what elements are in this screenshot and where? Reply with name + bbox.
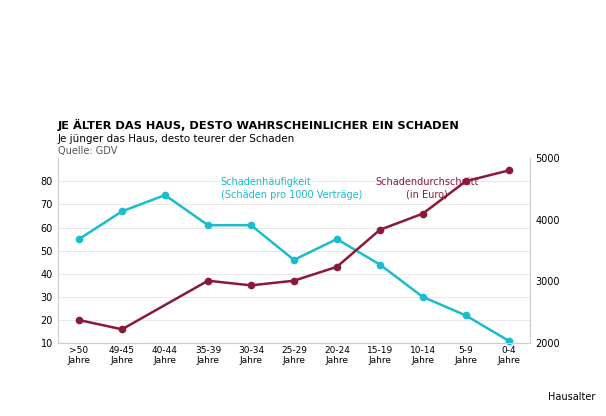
Text: JE ÄLTER DAS HAUS, DESTO WAHRSCHEINLICHER EIN SCHADEN: JE ÄLTER DAS HAUS, DESTO WAHRSCHEINLICHE… xyxy=(58,119,459,131)
Text: Quelle: GDV: Quelle: GDV xyxy=(58,146,117,156)
Text: Schadenhäufigkeit
(Schäden pro 1000 Verträge): Schadenhäufigkeit (Schäden pro 1000 Vert… xyxy=(221,176,362,200)
Text: Je jünger das Haus, desto teurer der Schaden: Je jünger das Haus, desto teurer der Sch… xyxy=(58,134,295,144)
Text: Hausalter: Hausalter xyxy=(548,392,596,402)
Text: Schadendurchschnitt
(in Euro): Schadendurchschnitt (in Euro) xyxy=(376,176,479,200)
